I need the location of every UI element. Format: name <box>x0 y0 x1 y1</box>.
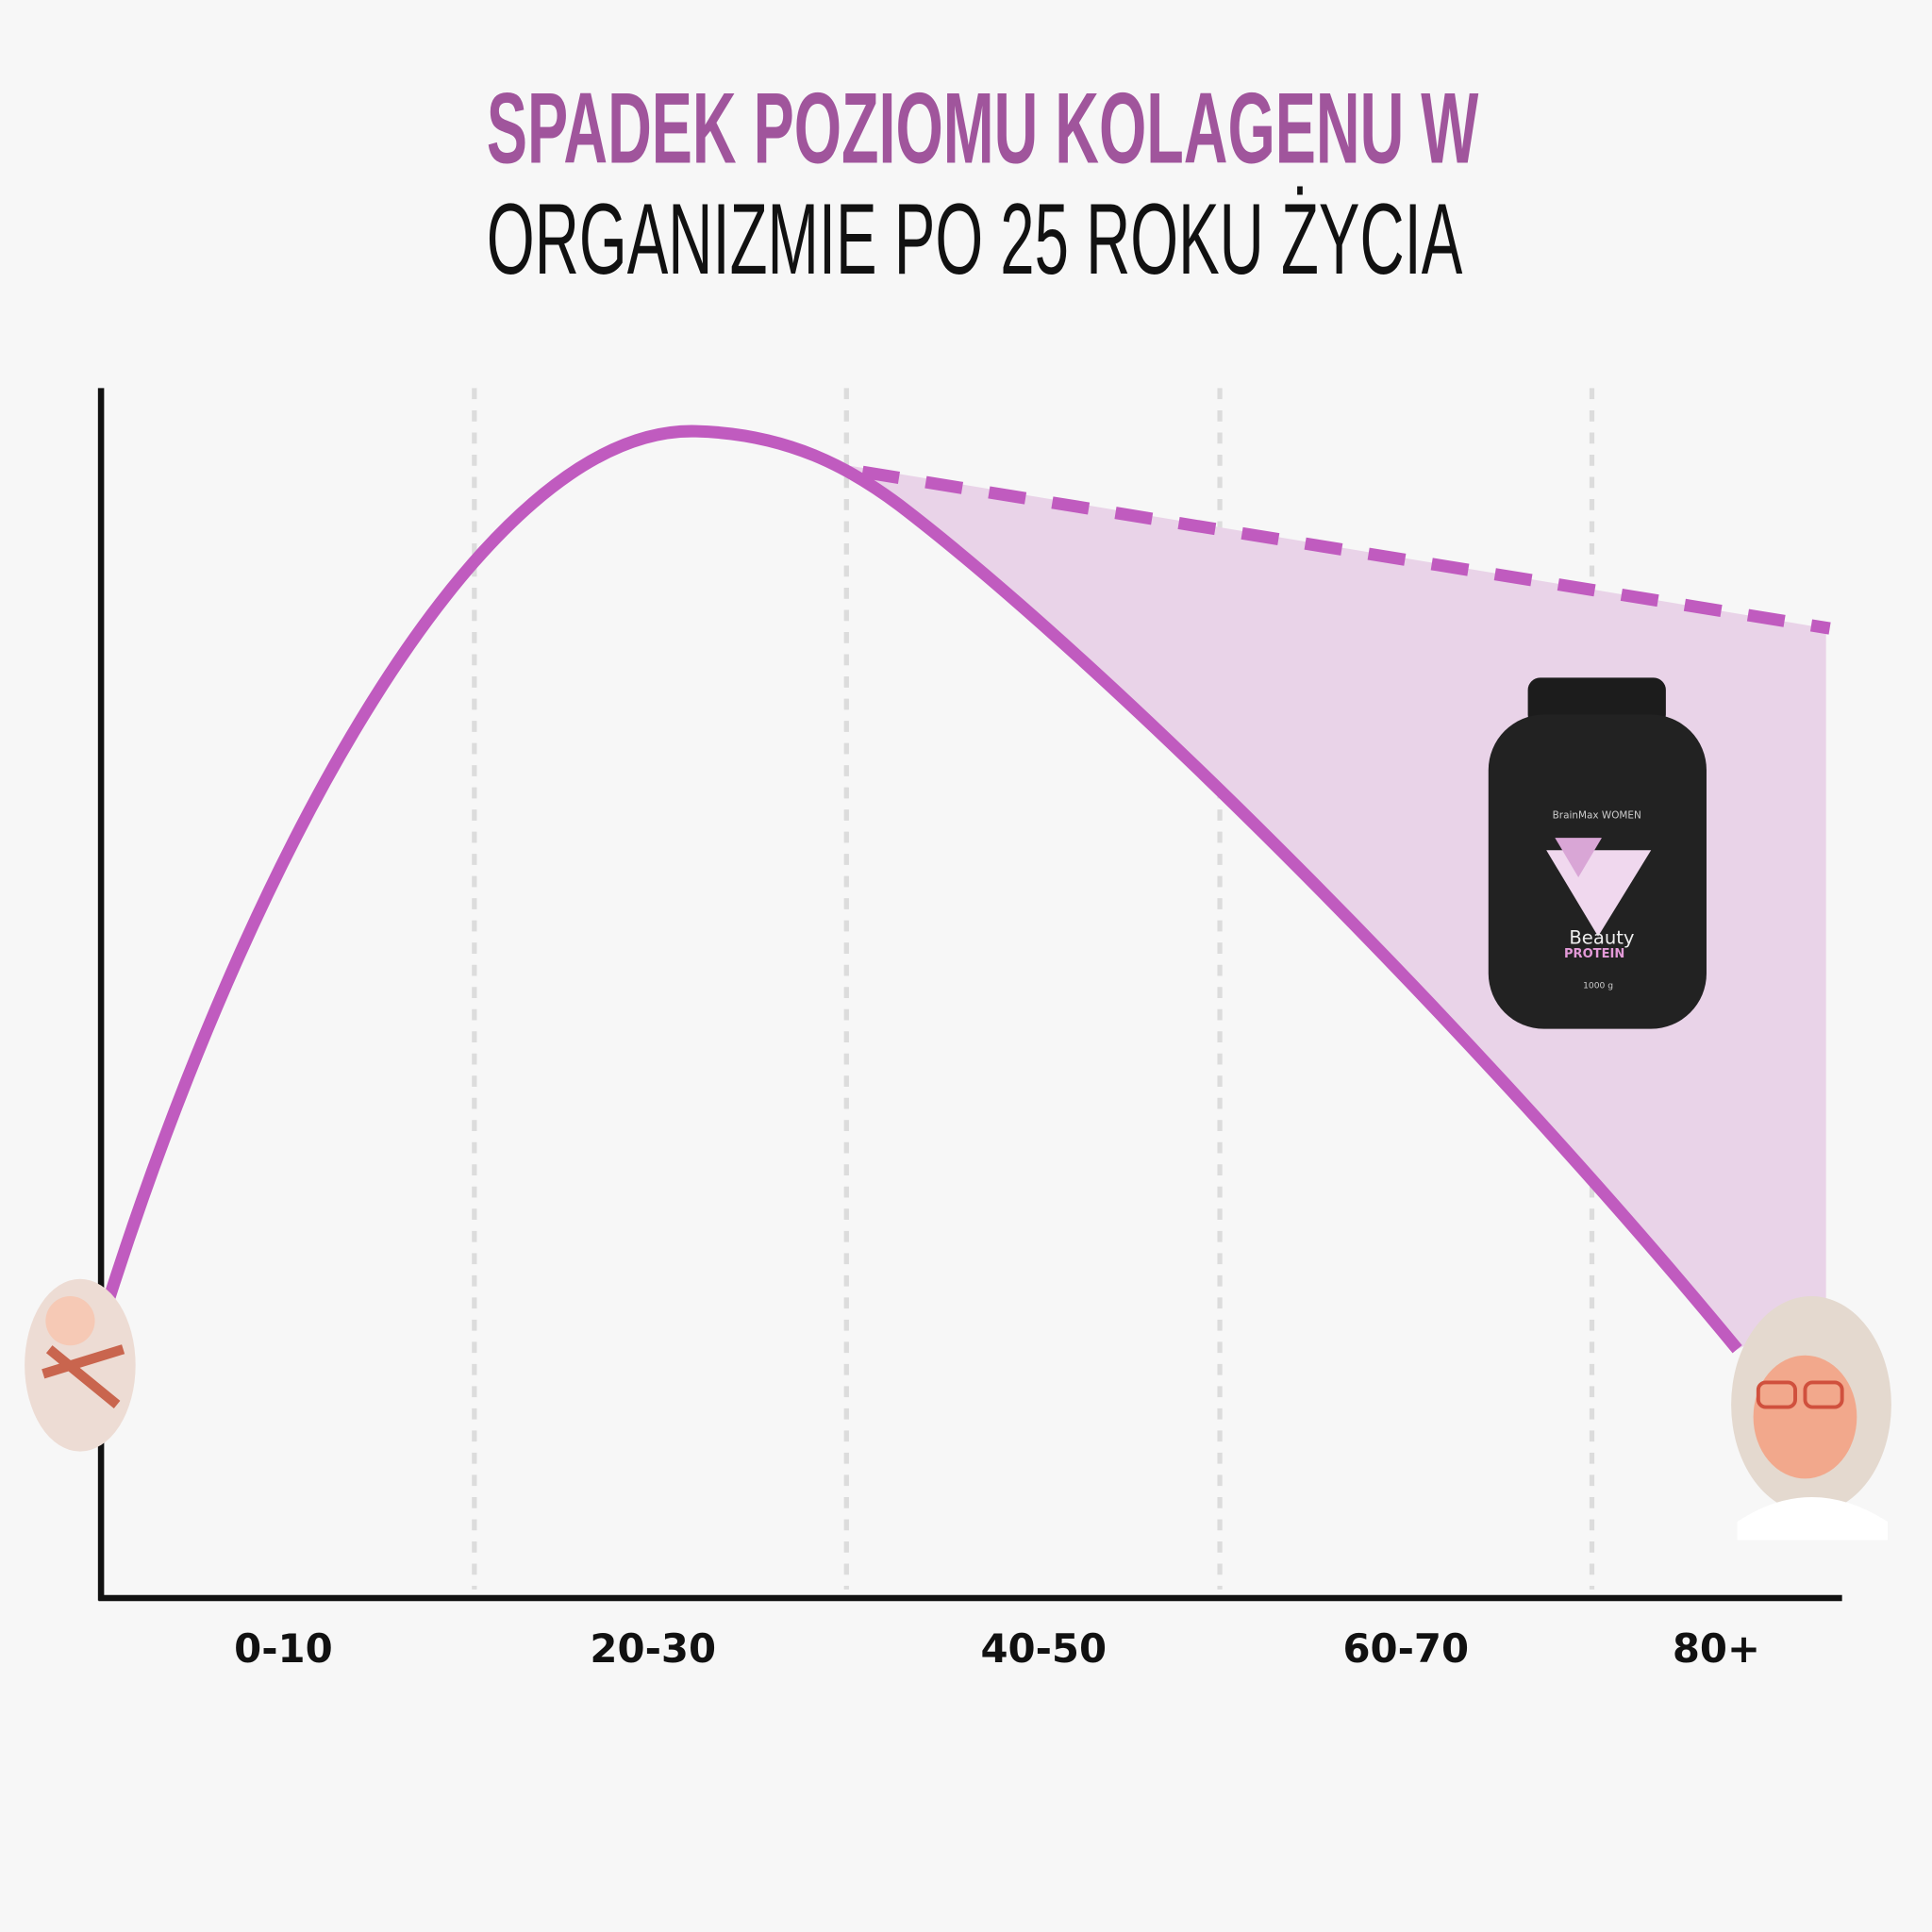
x-tick-label: 60-70 <box>1342 1625 1469 1672</box>
grandma-icon <box>1731 1296 1891 1541</box>
title-line-2: ORGANIZMIE PO 25 ROKU ŻYCIA <box>487 182 1463 295</box>
baby-icon <box>25 1278 136 1452</box>
baby-ribbon <box>42 1344 125 1409</box>
brand: BrainMax WOMEN <box>1553 809 1641 821</box>
jar-logo <box>1546 850 1652 937</box>
collar <box>1737 1496 1888 1541</box>
face <box>1753 1355 1857 1479</box>
glasses <box>1803 1380 1844 1409</box>
jar-logo <box>1555 838 1602 877</box>
title-line-1: SPADEK POZIOMU KOLAGENU W <box>487 71 1478 184</box>
product-jar: BrainMax WOMEN Beauty PROTEIN 1000 g <box>1488 677 1707 1029</box>
x-labels: 0-10 20-30 40-50 60-70 80+ <box>234 1625 1760 1672</box>
supplement-line <box>861 465 1831 635</box>
x-tick-label: 40-50 <box>980 1625 1107 1672</box>
collagen-curve <box>98 425 1742 1354</box>
product-name: Beauty <box>1569 926 1634 948</box>
baby-face <box>45 1296 95 1346</box>
glasses <box>1756 1380 1797 1409</box>
product-subname: PROTEIN <box>1564 947 1624 961</box>
x-tick-label: 0-10 <box>234 1625 333 1672</box>
weight: 1000 g <box>1583 982 1613 991</box>
x-tick-label: 20-30 <box>590 1625 716 1672</box>
x-tick-label: 80+ <box>1673 1625 1760 1672</box>
